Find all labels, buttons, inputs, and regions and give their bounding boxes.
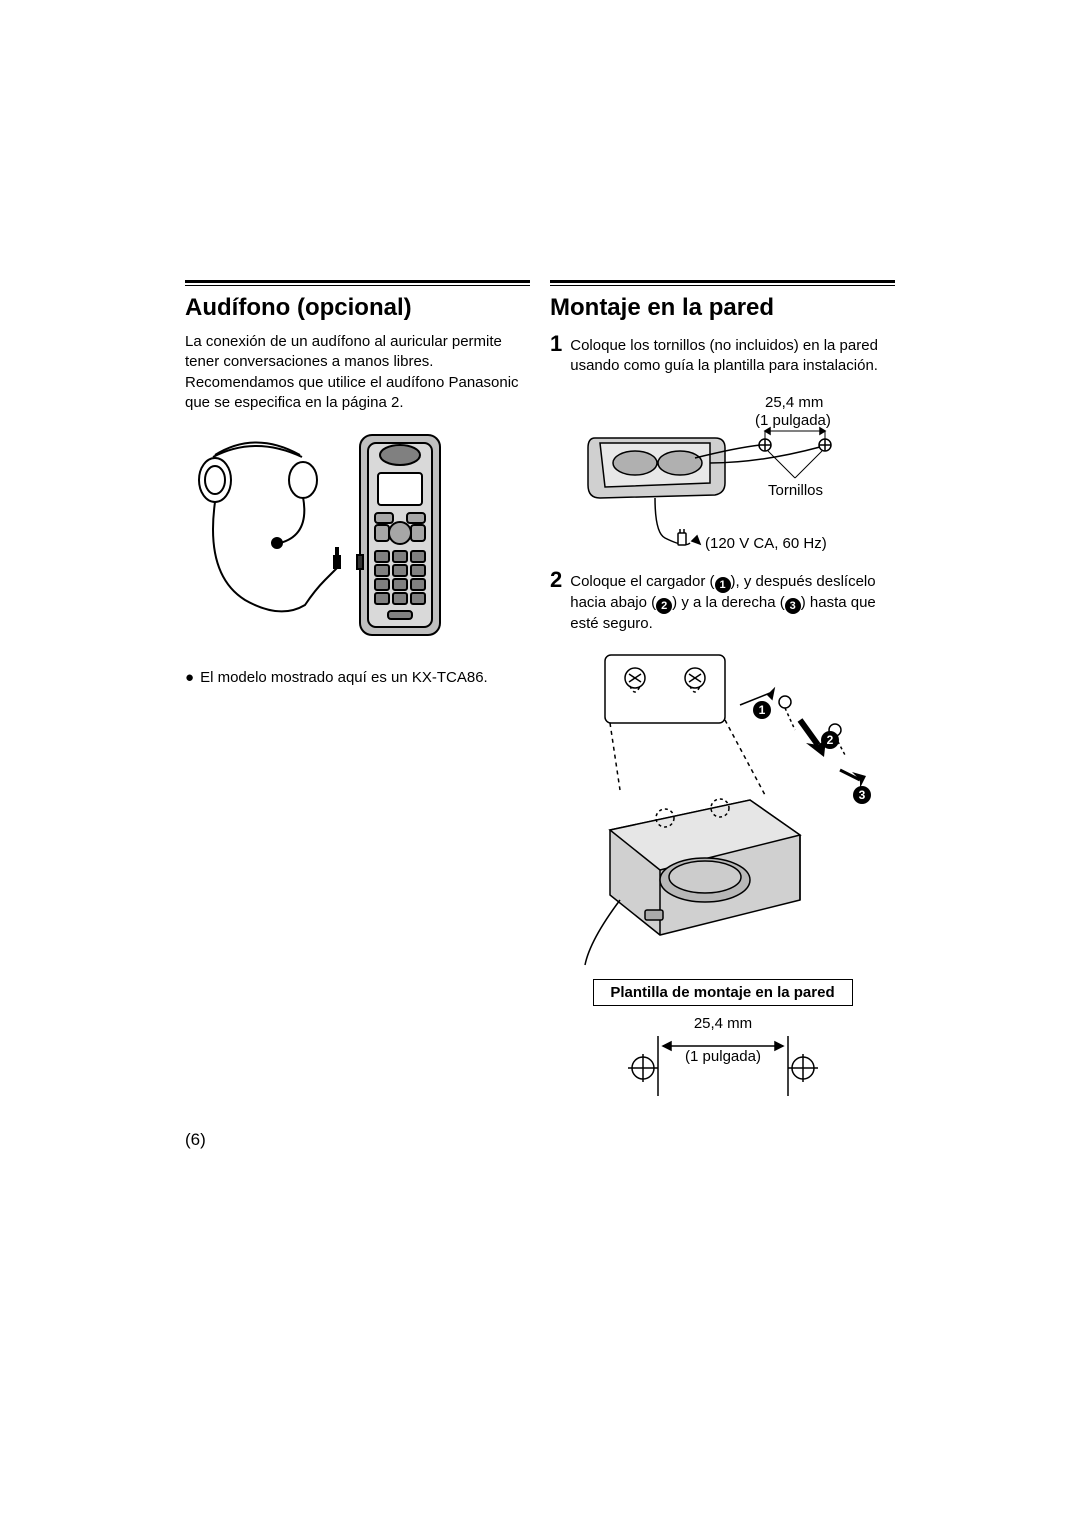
heading-rule xyxy=(550,280,895,286)
right-column: Montaje en la pared 1 Coloque los tornil… xyxy=(550,280,895,1101)
left-column: Audífono (opcional) La conexión de un au… xyxy=(185,280,530,1101)
marker-1: 1 xyxy=(759,703,766,717)
marker-3: 3 xyxy=(859,788,866,802)
step-2: 2 Coloque el cargador (1), y después des… xyxy=(550,568,895,634)
charger-slide-illustration: 1 2 3 xyxy=(550,640,890,970)
step-number-1: 1 xyxy=(550,332,562,377)
template-diagram: 25,4 mm (1 pulgada) xyxy=(593,1006,853,1101)
circle-1: 1 xyxy=(715,577,731,593)
charger-screws-illustration: 25,4 mm (1 pulgada) Tornillos (120 V CA,… xyxy=(550,383,890,563)
tornillos-label: Tornillos xyxy=(768,482,823,499)
template-measure: 25,4 mm xyxy=(693,1015,751,1032)
headset-figure xyxy=(185,425,530,660)
bullet-marker: ● xyxy=(185,668,194,688)
headset-phone-illustration xyxy=(185,425,465,655)
two-column-layout: Audífono (opcional) La conexión de un au… xyxy=(185,280,895,1101)
left-intro-text: La conexión de un audífono al auricular … xyxy=(185,332,530,413)
wall-template: Plantilla de montaje en la pared xyxy=(550,979,895,1101)
heading-rule xyxy=(185,280,530,286)
circle-3: 3 xyxy=(785,598,801,614)
right-heading: Montaje en la pared xyxy=(550,294,895,322)
bullet-text: El modelo mostrado aquí es un KX-TCA86. xyxy=(200,668,488,688)
marker-2: 2 xyxy=(827,733,834,747)
template-measure-2: (1 pulgada) xyxy=(685,1048,761,1065)
wall-mount-figure-2: 1 2 3 xyxy=(550,640,895,975)
page-number: (6) xyxy=(185,1130,206,1150)
power-label: (120 V CA, 60 Hz) xyxy=(705,535,827,552)
step-number-2: 2 xyxy=(550,568,562,634)
measure-label: 25,4 mm xyxy=(765,394,823,411)
step-1-text: Coloque los tornillos (no incluidos) en … xyxy=(570,332,895,377)
wall-mount-figure-1: 25,4 mm (1 pulgada) Tornillos (120 V CA,… xyxy=(550,383,895,568)
step-2-text: Coloque el cargador (1), y después deslí… xyxy=(570,568,895,634)
measure-label-2: (1 pulgada) xyxy=(755,412,831,429)
bullet-note: ● El modelo mostrado aquí es un KX-TCA86… xyxy=(185,668,530,688)
left-heading: Audífono (opcional) xyxy=(185,294,530,322)
page-content: Audífono (opcional) La conexión de un au… xyxy=(185,280,895,1101)
step-1: 1 Coloque los tornillos (no incluidos) e… xyxy=(550,332,895,377)
template-title: Plantilla de montaje en la pared xyxy=(593,979,853,1006)
circle-2: 2 xyxy=(656,598,672,614)
